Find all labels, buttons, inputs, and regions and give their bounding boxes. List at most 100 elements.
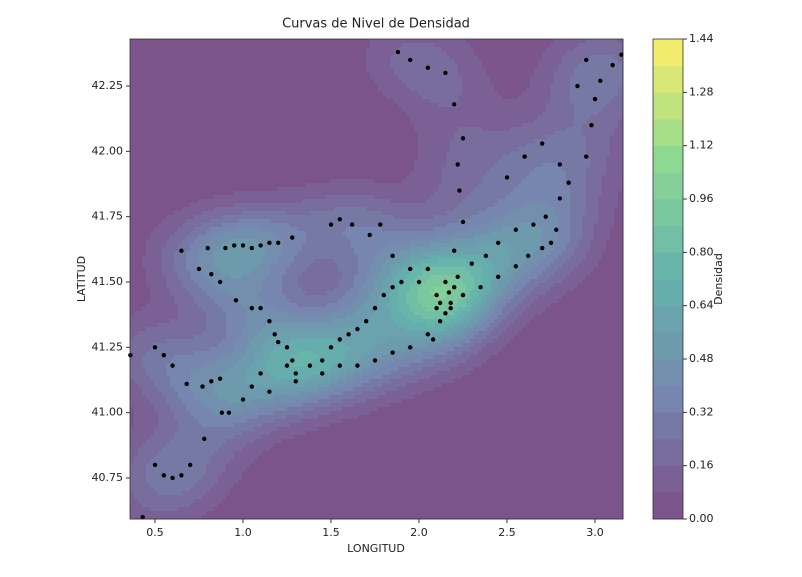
density-band xyxy=(398,75,463,80)
density-band xyxy=(230,487,624,492)
density-band xyxy=(446,51,475,56)
density-band xyxy=(246,311,291,316)
data-point xyxy=(152,462,158,468)
data-point xyxy=(349,222,355,227)
density-band xyxy=(146,327,207,332)
density-band xyxy=(370,411,624,416)
density-band xyxy=(330,395,355,400)
density-band xyxy=(226,495,624,500)
data-point xyxy=(452,102,457,107)
density-band xyxy=(570,91,619,96)
density-band xyxy=(426,343,451,348)
density-band xyxy=(130,495,135,500)
density-band xyxy=(282,279,299,284)
density-band xyxy=(258,331,279,336)
density-band xyxy=(266,303,299,308)
density-band xyxy=(166,399,183,404)
density-band xyxy=(142,391,163,396)
density-band xyxy=(450,367,475,372)
density-band xyxy=(494,263,511,268)
density-band xyxy=(410,287,419,292)
density-band xyxy=(518,279,531,284)
density-band xyxy=(418,275,431,280)
density-band xyxy=(562,167,587,172)
density-band xyxy=(522,91,551,96)
density-band xyxy=(450,331,463,336)
density-band xyxy=(146,367,167,372)
density-band xyxy=(470,295,479,300)
density-band xyxy=(214,207,335,212)
density-band xyxy=(130,155,419,160)
density-band xyxy=(538,275,551,280)
data-point xyxy=(170,363,175,368)
density-band xyxy=(566,247,575,252)
density-band xyxy=(390,283,403,288)
density-band xyxy=(486,359,624,364)
density-band xyxy=(246,371,271,376)
density-band xyxy=(554,39,587,44)
density-band xyxy=(406,175,443,180)
y-tick-label: 41.00 xyxy=(92,406,124,419)
data-point xyxy=(443,279,448,285)
density-band xyxy=(302,287,335,292)
density-band xyxy=(574,71,623,76)
density-band xyxy=(366,299,379,304)
density-band xyxy=(434,295,447,300)
density-band xyxy=(418,135,455,140)
density-band xyxy=(398,323,427,328)
density-band xyxy=(326,195,375,200)
density-band xyxy=(474,287,483,292)
density-band xyxy=(338,371,355,376)
density-band xyxy=(494,163,543,168)
density-band xyxy=(410,115,539,120)
density-band xyxy=(570,255,587,260)
density-band xyxy=(354,379,371,384)
density-band xyxy=(130,83,379,88)
density-band xyxy=(598,195,619,200)
density-band xyxy=(354,279,367,284)
density-band xyxy=(510,339,624,344)
density-band xyxy=(494,287,503,292)
density-band xyxy=(386,303,399,308)
density-band xyxy=(354,395,379,400)
density-band xyxy=(146,471,207,476)
density-band xyxy=(458,127,483,132)
colorbar-band xyxy=(653,439,683,466)
density-band xyxy=(250,339,267,344)
density-band xyxy=(446,151,511,156)
density-band xyxy=(242,471,624,476)
density-band xyxy=(130,479,147,484)
density-band xyxy=(618,59,624,64)
density-band xyxy=(418,379,455,384)
density-band xyxy=(582,231,595,236)
x-tick-label: 1.5 xyxy=(322,526,340,539)
density-band xyxy=(314,351,347,356)
density-band xyxy=(470,307,475,312)
density-band xyxy=(238,227,263,232)
density-band xyxy=(130,307,143,312)
density-band xyxy=(130,63,367,68)
density-band xyxy=(482,59,539,64)
density-band xyxy=(358,415,624,420)
density-band xyxy=(594,235,611,240)
density-band xyxy=(586,175,603,180)
density-band xyxy=(262,327,339,332)
data-point xyxy=(258,305,263,311)
density-band xyxy=(482,275,495,280)
density-band xyxy=(154,379,171,384)
density-band xyxy=(354,311,375,316)
density-band xyxy=(434,323,455,328)
density-band xyxy=(354,247,383,252)
density-band xyxy=(198,419,247,424)
density-band xyxy=(362,355,383,360)
density-band xyxy=(618,91,624,96)
data-point xyxy=(496,274,501,279)
density-band xyxy=(194,215,223,220)
density-band xyxy=(158,323,207,328)
density-band xyxy=(554,207,571,212)
density-band xyxy=(242,475,624,480)
colorbar-band xyxy=(653,412,683,440)
density-band xyxy=(526,323,624,328)
density-band xyxy=(378,87,411,92)
density-band xyxy=(130,351,147,356)
